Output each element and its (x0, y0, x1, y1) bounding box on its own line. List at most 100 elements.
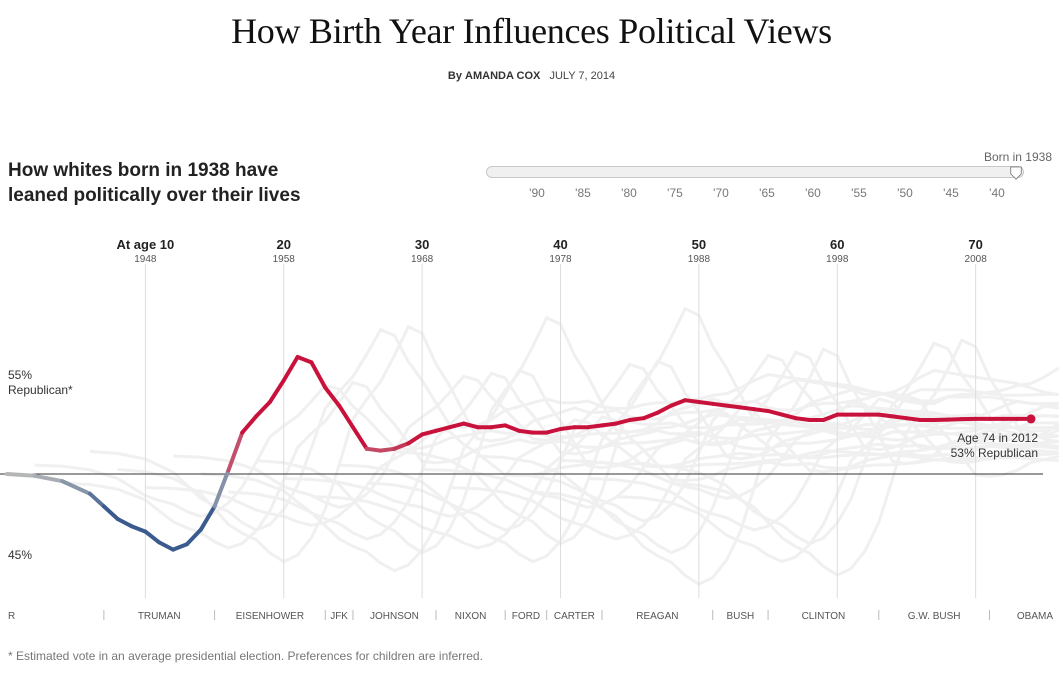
y-axis-label-line: 45% (8, 548, 32, 562)
series-segment (945, 417, 964, 422)
cohort-line (505, 350, 1060, 555)
slider-handle-icon[interactable] (1009, 166, 1023, 180)
age-marker-label: 70 (968, 237, 982, 252)
age-marker-label: 60 (830, 237, 844, 252)
cohort-line (532, 347, 1059, 586)
cohort-line (89, 327, 1059, 532)
series-segment (171, 542, 189, 552)
slider-tick: '65 (759, 186, 775, 200)
age-marker-year: 1968 (411, 254, 434, 265)
slider-label: Born in 1938 (983, 150, 1052, 164)
series-segment (613, 418, 632, 426)
series-segment (392, 441, 411, 451)
series-segment (267, 378, 286, 404)
president-label: JFK (330, 611, 348, 622)
series-segment (5, 472, 37, 478)
president-label: FORD (512, 611, 540, 622)
cohort-line (588, 397, 1059, 532)
series-segment (696, 400, 715, 406)
age-marker-label: 20 (277, 237, 291, 252)
series-segment (655, 403, 674, 415)
cohort-line (255, 315, 1059, 555)
series-segment (323, 385, 342, 408)
main-series (5, 355, 1036, 552)
chart: At age 10 1948 20 1958 30 1968 40 1978 50 1988 60 1… (0, 237, 1060, 622)
byline-prefix: By (447, 70, 462, 82)
series-segment (779, 412, 798, 421)
chart-subhead: How whites born in 1938 have leaned poli… (8, 160, 301, 206)
president-label: CARTER (554, 611, 595, 622)
series-segment (600, 421, 618, 428)
series-segment (489, 423, 508, 430)
president-label: BUSH (727, 611, 755, 622)
byline: By AMANDA COX JULY 7, 2014 (0, 70, 1063, 82)
cohort-line (477, 353, 1059, 523)
series-segment (766, 409, 784, 417)
cohort-line (643, 341, 1060, 546)
series-segment (503, 423, 521, 433)
y-axis-label: 55% Republican* (8, 368, 73, 397)
series-segment (60, 479, 93, 496)
series-segment (295, 355, 314, 365)
president-label: EISENHOWER (236, 611, 304, 622)
series-end-point (1026, 414, 1036, 424)
series-segment (669, 398, 688, 408)
age-markers: At age 10 1948 20 1958 30 1968 40 1978 50 1988 60 1… (116, 237, 987, 598)
age-marker-year: 2008 (965, 254, 988, 265)
series-segment (876, 412, 895, 419)
age-marker-label: 30 (415, 237, 429, 252)
byline-author[interactable]: AMANDA COX (465, 70, 541, 82)
slider-tick: '85 (575, 186, 591, 200)
age-marker-year: 1998 (826, 254, 849, 265)
series-segment (558, 425, 577, 431)
series-segment (461, 421, 480, 430)
y-axis-label-line: 55% (8, 368, 32, 382)
cohort-line (366, 359, 1059, 564)
series-segment (337, 403, 355, 430)
age-marker-year: 1958 (273, 254, 296, 265)
series-segment (212, 468, 231, 509)
slider-tick: '50 (897, 186, 913, 200)
series-segment (143, 529, 162, 545)
series-segment (627, 416, 646, 422)
age-marker-year: 1948 (134, 254, 157, 265)
age-marker-year: 1978 (549, 254, 572, 265)
birth-year-slider-track[interactable] (486, 166, 1024, 178)
slider-tick: '40 (989, 186, 1005, 200)
age-marker-label: At age 10 (116, 237, 174, 252)
series-segment (129, 524, 148, 534)
series-segment (793, 416, 812, 422)
series-segment (226, 430, 245, 473)
series-segment (198, 504, 217, 532)
series-segment (752, 407, 771, 413)
age-marker-label: 40 (553, 237, 567, 252)
series-segment (890, 414, 909, 421)
series-segment (88, 491, 106, 509)
president-label: R (8, 611, 15, 622)
president-axis: R TRUMAN EISENHOWER JFK JOHNSON NIXON FORD CART… (8, 610, 1053, 622)
age-marker-year: 1988 (688, 254, 711, 265)
footnote: * Estimated vote in an average president… (8, 649, 483, 663)
series-segment (821, 412, 840, 422)
slider-tick: '60 (805, 186, 821, 200)
series-segment (683, 398, 701, 404)
president-label: TRUMAN (138, 611, 181, 622)
series-segment (364, 446, 383, 453)
slider-tick: '70 (713, 186, 729, 200)
age-marker-label: 50 (692, 237, 706, 252)
series-segment (544, 427, 563, 435)
series-segment (586, 423, 605, 430)
president-label: OBAMA (1017, 611, 1053, 622)
y-axis-label-line: Republican* (8, 383, 73, 397)
page-title: How Birth Year Influences Political View… (231, 11, 832, 51)
series-segment (738, 405, 757, 412)
y-axis-label: 45% (8, 548, 32, 562)
cohort-line (615, 394, 1060, 564)
series-segment (254, 400, 272, 419)
cohort-line (311, 415, 1059, 550)
president-label: G.W. BUSH (908, 611, 961, 622)
series-segment (281, 355, 300, 383)
series-segment (420, 428, 438, 437)
president-label: NIXON (455, 611, 487, 622)
